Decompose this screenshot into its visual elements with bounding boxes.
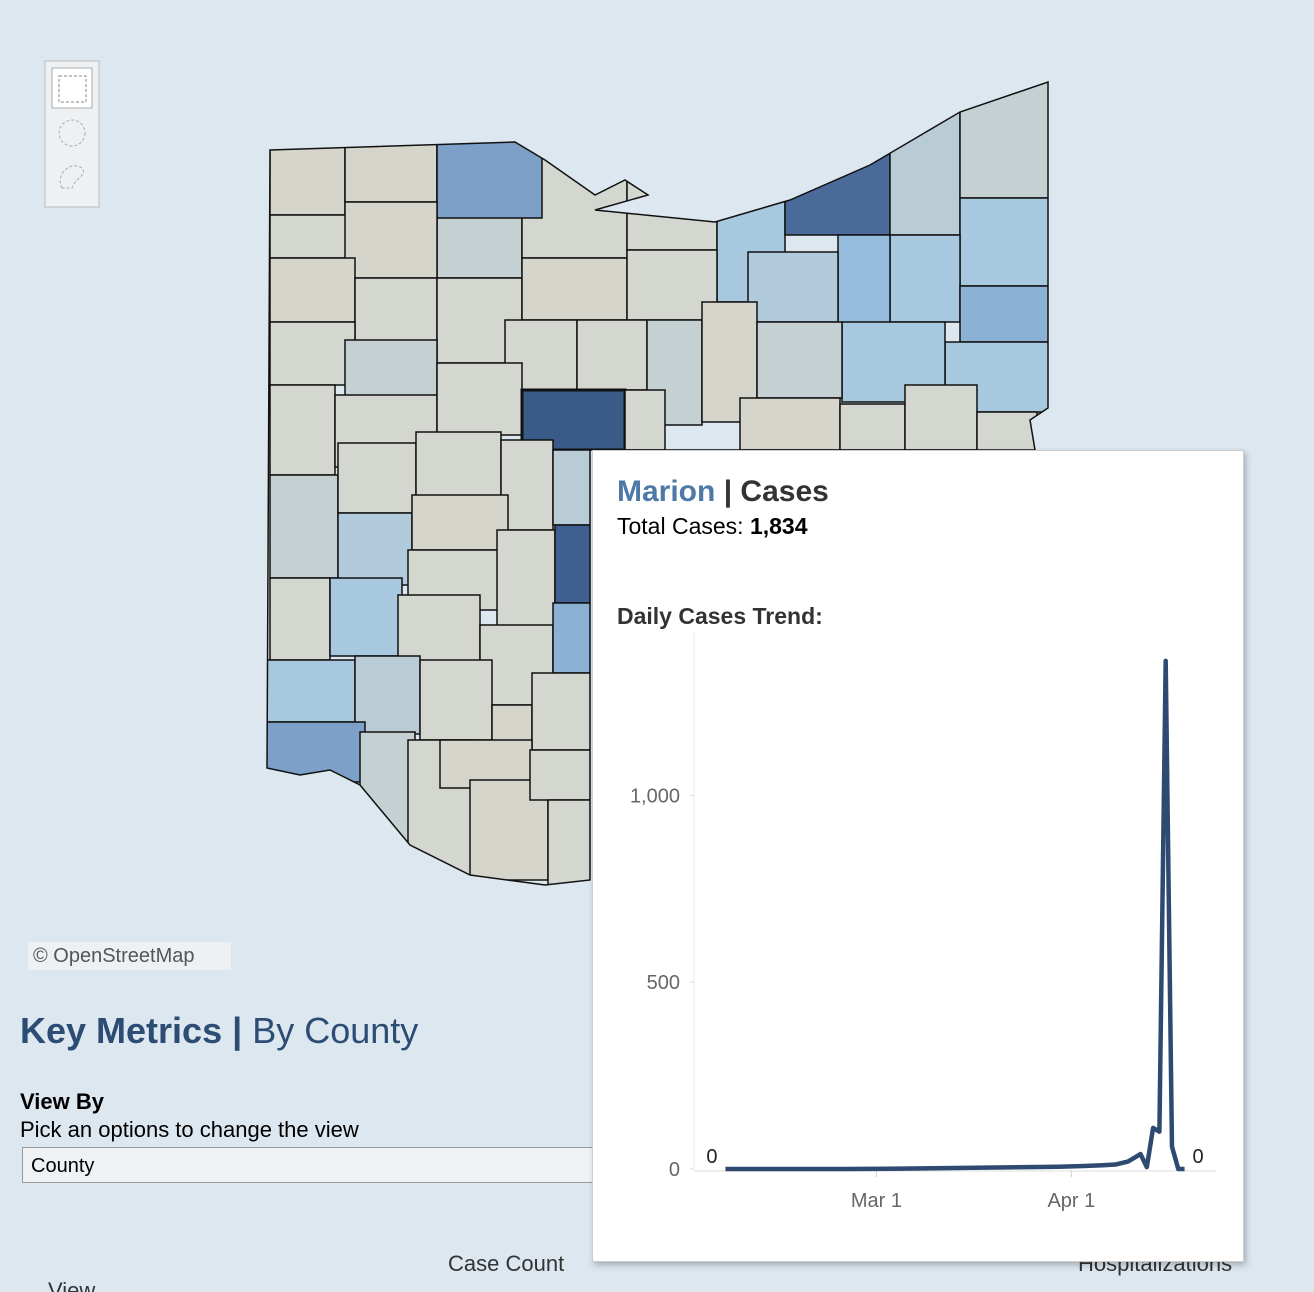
- trend-line: [725, 658, 1185, 1172]
- view-label: View: [48, 1278, 96, 1292]
- section-title-light: By County: [252, 1010, 419, 1051]
- total-label: Total Cases:: [617, 513, 744, 539]
- y-tick-label: 1,000: [630, 785, 680, 807]
- x-tick-label: Apr 1: [1047, 1190, 1095, 1212]
- trend-chart: 0 500 1,000 Mar 1 Apr 1 0 0: [630, 631, 1216, 1212]
- tooltip-total: Total Cases: 1,834: [617, 513, 808, 540]
- total-value: 1,834: [749, 513, 808, 539]
- chart-title: Daily Cases Trend:: [617, 603, 823, 629]
- state-outline: [266, 80, 1049, 886]
- view-by-label: View By: [20, 1089, 104, 1114]
- map-attribution[interactable]: © OpenStreetMap: [33, 945, 195, 967]
- view-by-dropdown[interactable]: County: [22, 1147, 602, 1183]
- y-tick-label: 0: [669, 1159, 680, 1181]
- selection-toolbar[interactable]: [44, 60, 100, 208]
- section-title: Key Metrics | By County: [20, 1010, 418, 1052]
- tooltip: Marion | Cases Total Cases: 1,834 Daily …: [592, 450, 1244, 1262]
- case-count-label: Case Count: [448, 1251, 565, 1276]
- tooltip-title: Marion | Cases: [617, 475, 829, 509]
- view-by-hint: Pick an options to change the view: [20, 1117, 359, 1142]
- tooltip-county: Marion: [617, 475, 716, 508]
- y-tick-label: 500: [647, 972, 680, 994]
- data-label: 0: [1193, 1146, 1204, 1168]
- section-title-bold: Key Metrics |: [20, 1010, 243, 1051]
- tooltip-metric: | Cases: [723, 475, 829, 508]
- x-tick-label: Mar 1: [851, 1190, 902, 1212]
- attribution-bg: [28, 942, 231, 970]
- data-label: 0: [706, 1146, 717, 1168]
